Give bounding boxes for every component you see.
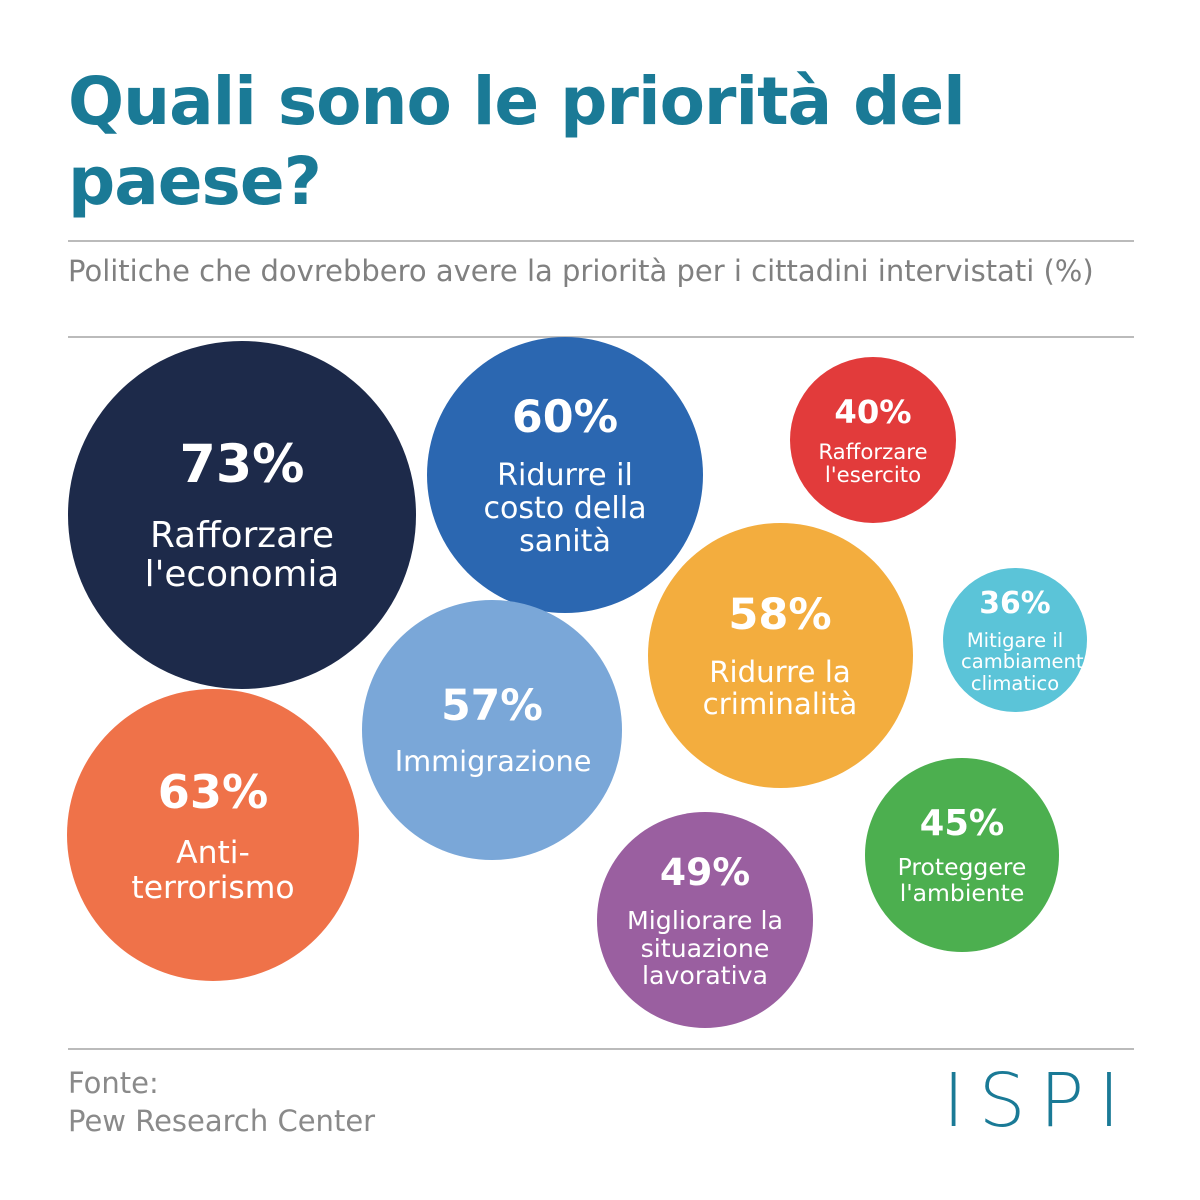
bubble: 73% Rafforzare l'economia [68, 341, 416, 689]
bubble: 58% Ridurre la criminalità [647, 522, 913, 788]
source: Pew Research Center [68, 1104, 376, 1138]
bubble-label: Mitigare il cambiamento climatico [961, 628, 1096, 695]
value-label: 57% [441, 681, 543, 731]
logo: ISPI [942, 1058, 1134, 1144]
bubble: 45% Proteggere l'ambiente [865, 758, 1059, 952]
bubble: 40% Rafforzare l'esercito [790, 357, 956, 523]
bubble-label: Rafforzare l'esercito [818, 439, 928, 488]
bubble-label: Proteggere l'ambiente [897, 853, 1027, 908]
divider [68, 336, 1134, 338]
value-label: 60% [511, 391, 619, 443]
value-label: 58% [728, 589, 832, 640]
source-label: Fonte: [68, 1066, 159, 1100]
divider [68, 1048, 1134, 1050]
bubble: 63% Anti-terrorismo [66, 688, 360, 982]
divider [68, 240, 1134, 242]
value-label: 40% [834, 392, 912, 431]
bubble-label: Migliorare la situazione lavorativa [627, 905, 783, 991]
bubble-label: Immigrazione [394, 744, 592, 779]
value-label: 45% [919, 802, 1005, 844]
value-label: 36% [979, 586, 1051, 621]
value-label: 49% [659, 849, 751, 894]
value-label: 73% [179, 435, 305, 496]
bubble: 49% Migliorare la situazione lavorativa [597, 812, 813, 1028]
bubble: 36% Mitigare il cambiamento climatico [943, 568, 1096, 712]
value-label: 63% [157, 764, 269, 819]
bubble: 60% Ridurre il costo della sanità [427, 337, 703, 613]
chart-subtitle: Politiche che dovrebbero avere la priori… [68, 254, 1094, 288]
bubble-label: Anti-terrorismo [131, 835, 295, 906]
bubble-label: Ridurre il costo della sanità [483, 458, 647, 560]
bubble-label: Ridurre la criminalità [702, 654, 858, 721]
bubble-label: Rafforzare l'economia [144, 515, 340, 596]
bubble: 57% Immigrazione [362, 600, 622, 860]
chart-title: Quali sono le priorità del paese? [68, 63, 966, 220]
